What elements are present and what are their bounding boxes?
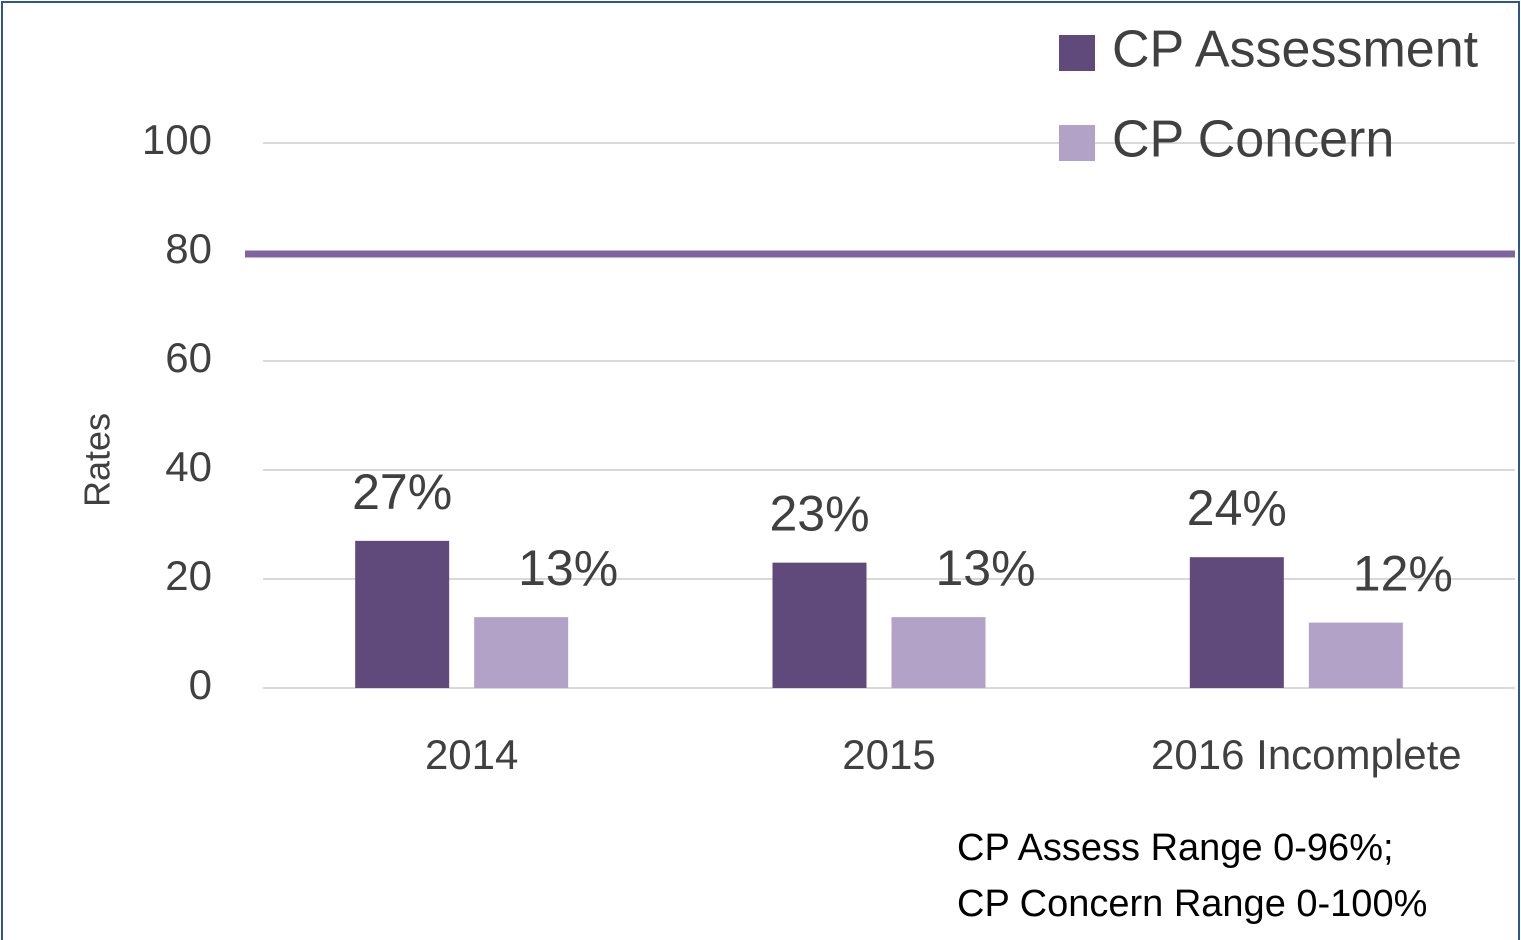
bar bbox=[891, 617, 986, 688]
x-tick-label: 2015 bbox=[842, 731, 935, 778]
bar bbox=[772, 562, 867, 688]
legend-swatch bbox=[1059, 35, 1095, 71]
y-tick-label: 80 bbox=[165, 225, 212, 272]
value-label: 27% bbox=[352, 464, 452, 520]
annotation: CP Concern Range 0-100% bbox=[957, 883, 1427, 925]
y-tick-label: 0 bbox=[189, 661, 212, 708]
y-tick-label: 100 bbox=[142, 116, 212, 163]
value-label-number: 13 bbox=[935, 540, 991, 596]
value-label: 13% bbox=[518, 540, 618, 596]
legend-label: CP Concern bbox=[1112, 111, 1394, 169]
bar bbox=[1189, 557, 1284, 688]
value-label: 13% bbox=[935, 540, 1035, 596]
bar bbox=[355, 540, 450, 688]
value-label-number: 24 bbox=[1187, 480, 1243, 536]
value-label-number: 27 bbox=[352, 464, 408, 520]
bar bbox=[474, 617, 569, 688]
value-label: 12% bbox=[1353, 546, 1453, 602]
value-label-number: 12 bbox=[1353, 546, 1409, 602]
value-label: 23% bbox=[769, 486, 869, 542]
value-label: 24% bbox=[1187, 480, 1287, 536]
x-tick-label: 2016 Incomplete bbox=[1151, 731, 1462, 778]
legend-swatch bbox=[1059, 125, 1095, 161]
x-tick-label: 2014 bbox=[425, 731, 518, 778]
y-axis-label: Rates bbox=[77, 413, 118, 507]
bar bbox=[1308, 622, 1403, 688]
y-tick-label: 60 bbox=[165, 334, 212, 381]
value-label-number: 23 bbox=[769, 486, 825, 542]
annotation: CP Assess Range 0-96%; bbox=[957, 827, 1394, 869]
legend-label: CP Assessment bbox=[1112, 21, 1479, 79]
y-tick-label: 20 bbox=[165, 552, 212, 599]
value-label-number: 13 bbox=[518, 540, 574, 596]
y-tick-label: 40 bbox=[165, 443, 212, 490]
